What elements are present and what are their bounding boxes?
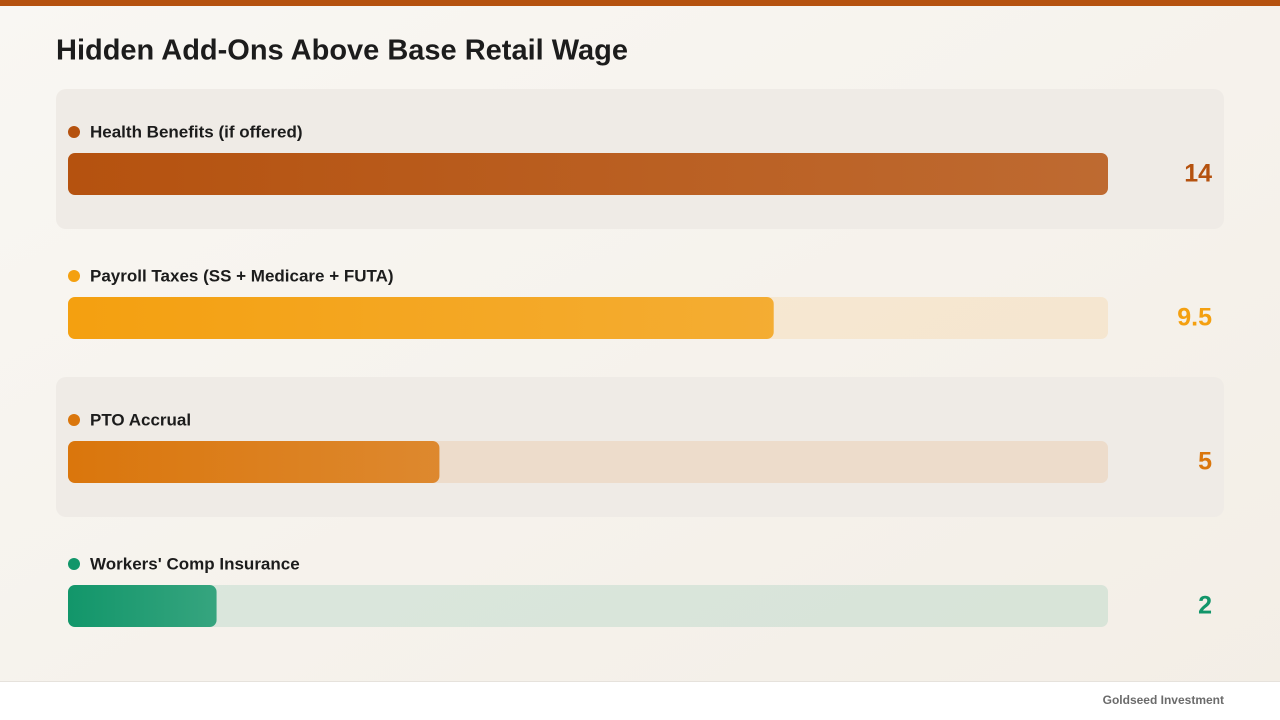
bar-track	[68, 585, 1108, 627]
legend-dot	[68, 126, 80, 138]
rows: Health Benefits (if offered) 14 Payroll Ta…	[56, 89, 1224, 627]
category-label: Health Benefits (if offered)	[90, 122, 303, 141]
value-label: 9.5	[1177, 304, 1212, 332]
top-accent	[0, 0, 1280, 6]
chart-title: Hidden Add-Ons Above Base Retail Wage	[56, 35, 628, 67]
value-label: 14	[1184, 160, 1212, 188]
bar	[68, 153, 1108, 195]
bar	[68, 441, 440, 483]
category-label: Workers' Comp Insurance	[90, 554, 300, 573]
footer-band	[0, 681, 1280, 720]
bar	[68, 585, 217, 627]
legend-dot	[68, 414, 80, 426]
legend-dot	[68, 270, 80, 282]
footer-text: Goldseed Investment	[1103, 693, 1224, 707]
category-label: PTO Accrual	[90, 410, 191, 429]
category-label: Payroll Taxes (SS + Medicare + FUTA)	[90, 266, 394, 285]
value-label: 5	[1198, 448, 1212, 476]
legend-dot	[68, 558, 80, 570]
value-label: 2	[1198, 592, 1212, 620]
bar	[68, 297, 774, 339]
